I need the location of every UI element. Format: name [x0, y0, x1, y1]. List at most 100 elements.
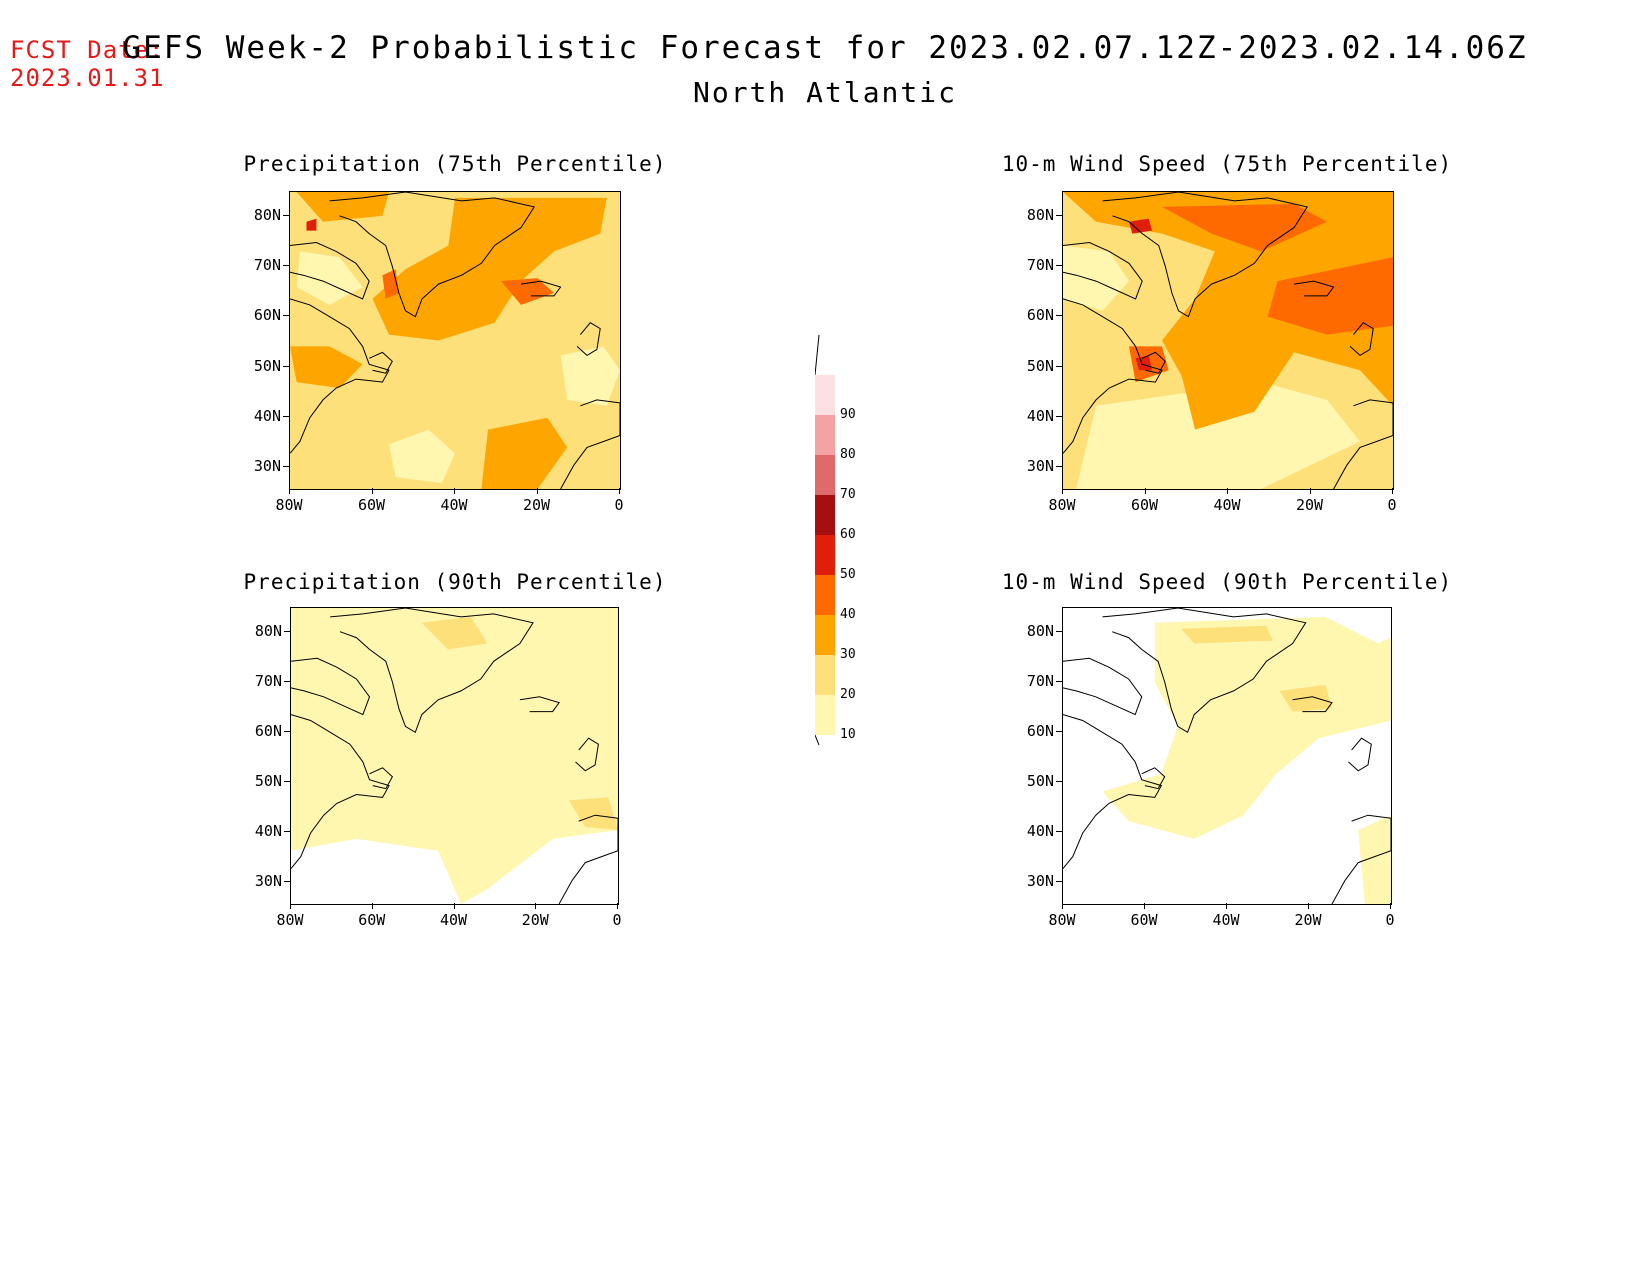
lon-tick-label: 60W	[358, 911, 386, 929]
probability-shading-c20	[1181, 625, 1273, 644]
colorbar-box	[815, 575, 835, 615]
coastline	[1331, 814, 1391, 904]
colorbar-cap-bottom	[814, 734, 820, 746]
coastline	[1333, 399, 1393, 489]
probability-shading-c10	[1076, 382, 1360, 489]
lon-tick-label: 80W	[1048, 911, 1076, 929]
lon-tick-label: 80W	[275, 496, 303, 514]
lon-tick-label: 20W	[521, 911, 549, 929]
map-canvas-precip75	[290, 192, 620, 489]
lon-tick-label: 80W	[1048, 496, 1076, 514]
lat-tick-label: 30N	[253, 457, 281, 475]
figure-subtitle: North Atlantic	[692, 76, 957, 109]
lat-tick-label: 60N	[1026, 722, 1054, 740]
lon-tick-mark	[1392, 488, 1393, 494]
lat-tick-mark	[1056, 781, 1062, 782]
probability-shading-c50	[306, 218, 317, 231]
lat-tick-mark	[283, 415, 289, 417]
map-canvas-wind90	[1063, 608, 1391, 904]
coastline	[1293, 280, 1335, 297]
lon-tick-mark	[1309, 488, 1311, 494]
coastline	[1102, 192, 1309, 318]
map-canvas-wind75	[1063, 192, 1393, 489]
colorbar-box	[815, 655, 835, 695]
lat-tick-mark	[1056, 265, 1062, 267]
coastline	[558, 814, 618, 904]
probability-shading-c50	[1129, 218, 1153, 234]
panel-title-precip90: Precipitation (90th Percentile)	[243, 570, 667, 594]
colorbar-label: 80	[840, 447, 856, 462]
lat-tick-mark	[284, 681, 290, 682]
lon-tick-mark	[453, 903, 455, 909]
lon-tick-label: 60W	[357, 496, 386, 514]
lat-tick-label: 40N	[1026, 822, 1054, 840]
lat-tick-label: 50N	[1026, 356, 1054, 375]
lon-tick-mark	[371, 488, 373, 494]
coastline	[1063, 298, 1163, 454]
lat-tick-mark	[1056, 415, 1062, 417]
colorbar-label: 90	[840, 407, 856, 422]
lat-tick-label: 60N	[254, 722, 282, 740]
forecast-date-label: FCST Date:	[10, 36, 165, 64]
lat-tick-mark	[284, 881, 290, 882]
probability-shading-c10	[1358, 815, 1391, 904]
lat-tick-label: 60N	[1026, 306, 1054, 325]
probability-shading-c30	[290, 346, 363, 388]
coastline	[575, 737, 599, 772]
lat-tick-mark	[284, 731, 290, 732]
coastline	[290, 298, 390, 454]
lat-tick-label: 40N	[253, 406, 281, 425]
lat-tick-label: 70N	[254, 672, 282, 690]
lat-tick-mark	[1056, 881, 1062, 882]
lat-tick-label: 50N	[1026, 772, 1054, 790]
lon-tick-label: 80W	[276, 911, 304, 929]
probability-shading-c20	[421, 616, 488, 650]
lon-tick-mark	[454, 488, 455, 494]
panel-title-wind90: 10-m Wind Speed (90th Percentile)	[1001, 570, 1453, 594]
coastline	[291, 657, 371, 716]
lon-tick-mark	[290, 903, 291, 909]
lon-tick-label: 40W	[440, 496, 468, 514]
coastline	[290, 241, 370, 300]
lat-tick-mark	[283, 466, 289, 467]
probability-shading-c30	[1063, 192, 1393, 430]
coastline	[329, 192, 536, 318]
lon-tick-label: 0	[1387, 496, 1397, 514]
lat-tick-label: 30N	[254, 872, 282, 890]
lat-tick-label: 70N	[253, 256, 281, 275]
lon-tick-label: 40W	[1212, 911, 1240, 929]
coastline	[1348, 737, 1372, 772]
map-wind75	[1062, 191, 1394, 490]
colorbar-box	[815, 455, 835, 495]
colorbar-box	[815, 375, 835, 415]
lat-tick-mark	[283, 215, 289, 216]
lon-tick-mark	[1144, 488, 1146, 494]
lat-tick-label: 40N	[1026, 406, 1054, 425]
panel-title-precip75: Precipitation (75th Percentile)	[243, 152, 667, 176]
lon-tick-mark	[1144, 903, 1145, 909]
lat-tick-mark	[1056, 315, 1062, 317]
coastline	[520, 280, 562, 297]
lat-tick-mark	[1056, 365, 1062, 367]
lat-tick-mark	[1056, 731, 1062, 732]
lat-tick-mark	[284, 781, 290, 782]
colorbar-box	[815, 495, 835, 535]
map-canvas-precip90	[291, 608, 618, 904]
probability-shading-c10	[560, 346, 620, 406]
map-precip90	[290, 607, 619, 905]
lon-tick-label: 40W	[1213, 496, 1241, 514]
probability-shading-c10	[389, 429, 455, 484]
panel-title-wind75: 10-m Wind Speed (75th Percentile)	[1001, 152, 1453, 176]
colorbar-label: 70	[840, 487, 856, 502]
lon-tick-label: 60W	[1130, 496, 1159, 514]
lat-tick-label: 80N	[253, 206, 281, 224]
lon-tick-label: 20W	[1295, 496, 1324, 514]
lon-tick-mark	[1227, 488, 1228, 494]
lat-tick-label: 80N	[1026, 206, 1054, 224]
coastline	[1102, 608, 1307, 734]
lat-tick-mark	[284, 831, 290, 832]
coastline	[291, 714, 390, 869]
coastline	[1063, 657, 1143, 716]
lon-tick-label: 0	[1385, 911, 1395, 929]
probability-shading-c30	[296, 192, 389, 222]
